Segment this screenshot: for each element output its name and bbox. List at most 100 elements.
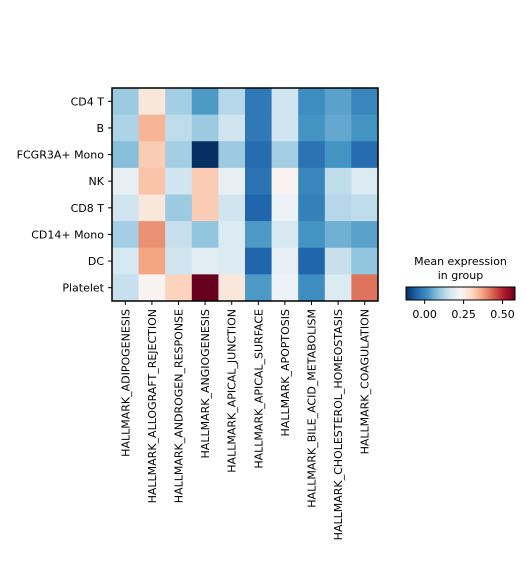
x-tick-label: HALLMARK_APICAL_JUNCTION bbox=[226, 309, 239, 473]
heatmap-cell bbox=[271, 88, 299, 116]
heatmap-cell bbox=[165, 88, 193, 116]
heatmap-cell bbox=[138, 247, 166, 275]
heatmap-cell bbox=[138, 274, 166, 302]
heatmap-cell bbox=[112, 221, 140, 249]
heatmap-cell bbox=[112, 141, 140, 169]
x-tick-label: HALLMARK_ADIPOGENESIS bbox=[119, 309, 132, 457]
heatmap-cell bbox=[218, 274, 246, 302]
heatmap-cell bbox=[324, 167, 352, 195]
heatmap-cell bbox=[324, 274, 352, 302]
heatmap-cell bbox=[112, 274, 140, 302]
heatmap-cell bbox=[271, 274, 299, 302]
heatmap-cell bbox=[324, 141, 352, 169]
heatmap-cell bbox=[112, 167, 140, 195]
heatmap-cell bbox=[191, 167, 219, 195]
heatmap-cell bbox=[112, 88, 140, 116]
heatmap-cell bbox=[218, 167, 246, 195]
heatmap-cell bbox=[191, 141, 219, 169]
heatmap-cell bbox=[351, 167, 379, 195]
y-tick-label: DC bbox=[88, 255, 104, 268]
heatmap-cell bbox=[191, 274, 219, 302]
heatmap-cell bbox=[351, 114, 379, 142]
heatmap-cell bbox=[138, 114, 166, 142]
heatmap-cell bbox=[351, 141, 379, 169]
y-tick-label: Platelet bbox=[62, 282, 104, 295]
heatmap-cell bbox=[324, 247, 352, 275]
heatmap-cell bbox=[218, 88, 246, 116]
heatmap-cell bbox=[324, 194, 352, 222]
x-tick-label: HALLMARK_APOPTOSIS bbox=[279, 309, 292, 436]
heatmap-cell bbox=[218, 221, 246, 249]
heatmap-cell bbox=[138, 141, 166, 169]
colorbar-tick-label: 0.50 bbox=[490, 308, 515, 321]
heatmap-cell bbox=[271, 114, 299, 142]
heatmap-cell bbox=[165, 167, 193, 195]
x-tick-label: HALLMARK_COAGULATION bbox=[359, 309, 372, 454]
plot-frame bbox=[111, 87, 379, 302]
heatmap-cell bbox=[298, 167, 326, 195]
heatmap-cell bbox=[324, 221, 352, 249]
heatmap-cell bbox=[298, 274, 326, 302]
colorbar-title: Mean expression bbox=[414, 255, 507, 268]
heatmap-cell bbox=[165, 274, 193, 302]
heatmap-cell bbox=[298, 247, 326, 275]
x-tick-label: HALLMARK_APICAL_SURFACE bbox=[252, 309, 265, 469]
heatmap-cell bbox=[138, 167, 166, 195]
heatmap-cell bbox=[218, 114, 246, 142]
heatmap-cell bbox=[112, 114, 140, 142]
heatmap-cell bbox=[138, 221, 166, 249]
y-tick-label: CD4 T bbox=[71, 95, 105, 108]
heatmap-cell bbox=[351, 247, 379, 275]
heatmap-cell bbox=[165, 141, 193, 169]
x-tick-label: HALLMARK_ANGIOGENESIS bbox=[199, 309, 212, 458]
y-tick-label: CD8 T bbox=[71, 202, 105, 215]
heatmap-cell bbox=[165, 194, 193, 222]
heatmap-cell bbox=[271, 167, 299, 195]
y-tick-label: B bbox=[96, 122, 104, 135]
heatmap-cell bbox=[112, 194, 140, 222]
heatmap-cell bbox=[351, 221, 379, 249]
heatmap-cell bbox=[351, 194, 379, 222]
y-tick-label: CD14+ Mono bbox=[31, 228, 104, 241]
heatmap-cell bbox=[165, 114, 193, 142]
heatmap-cell bbox=[298, 221, 326, 249]
heatmap-cell bbox=[271, 194, 299, 222]
heatmap-cell bbox=[191, 221, 219, 249]
heatmap-cell bbox=[245, 247, 273, 275]
heatmap-cell bbox=[138, 194, 166, 222]
heatmap-cell bbox=[245, 88, 273, 116]
x-tick-label: HALLMARK_ANDROGEN_RESPONSE bbox=[173, 309, 186, 503]
heatmap-cell bbox=[271, 221, 299, 249]
heatmap-cell bbox=[165, 221, 193, 249]
heatmap-cell bbox=[324, 88, 352, 116]
heatmap-cell bbox=[138, 88, 166, 116]
x-tick-label: HALLMARK_CHOLESTEROL_HOMEOSTASIS bbox=[332, 309, 345, 540]
heatmap-cell bbox=[218, 194, 246, 222]
colorbar-tick-label: 0.00 bbox=[412, 308, 437, 321]
y-tick-label: NK bbox=[89, 175, 105, 188]
heatmap-cell bbox=[245, 167, 273, 195]
x-tick-label: HALLMARK_BILE_ACID_METABOLISM bbox=[306, 309, 319, 508]
heatmap-cell bbox=[191, 247, 219, 275]
heatmap-cell bbox=[324, 114, 352, 142]
heatmap-cell bbox=[298, 88, 326, 116]
y-tick-label: FCGR3A+ Mono bbox=[17, 149, 105, 162]
heatmap-cell bbox=[298, 141, 326, 169]
heatmap-cell bbox=[298, 194, 326, 222]
heatmap-cell bbox=[218, 247, 246, 275]
heatmap-cell bbox=[191, 114, 219, 142]
heatmap-cell bbox=[245, 114, 273, 142]
heatmap-cell bbox=[245, 274, 273, 302]
heatmap-cell bbox=[112, 247, 140, 275]
colorbar-title: in group bbox=[438, 269, 483, 282]
heatmap-cell bbox=[271, 247, 299, 275]
heatmap-cell bbox=[351, 88, 379, 116]
colorbar-tick-label: 0.25 bbox=[451, 308, 476, 321]
heatmap-cell bbox=[191, 88, 219, 116]
heatmap-cell bbox=[245, 194, 273, 222]
heatmap-cell bbox=[351, 274, 379, 302]
heatmap-cell bbox=[245, 141, 273, 169]
heatmap-cell bbox=[298, 114, 326, 142]
colorbar-gradient bbox=[405, 286, 516, 301]
